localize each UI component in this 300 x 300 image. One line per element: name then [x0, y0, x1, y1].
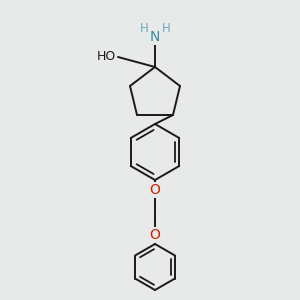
- Text: O: O: [150, 228, 160, 242]
- Text: H: H: [162, 22, 170, 35]
- Text: N: N: [150, 30, 160, 44]
- Text: O: O: [150, 183, 160, 197]
- Text: HO: HO: [97, 50, 116, 62]
- Text: H: H: [140, 22, 148, 35]
